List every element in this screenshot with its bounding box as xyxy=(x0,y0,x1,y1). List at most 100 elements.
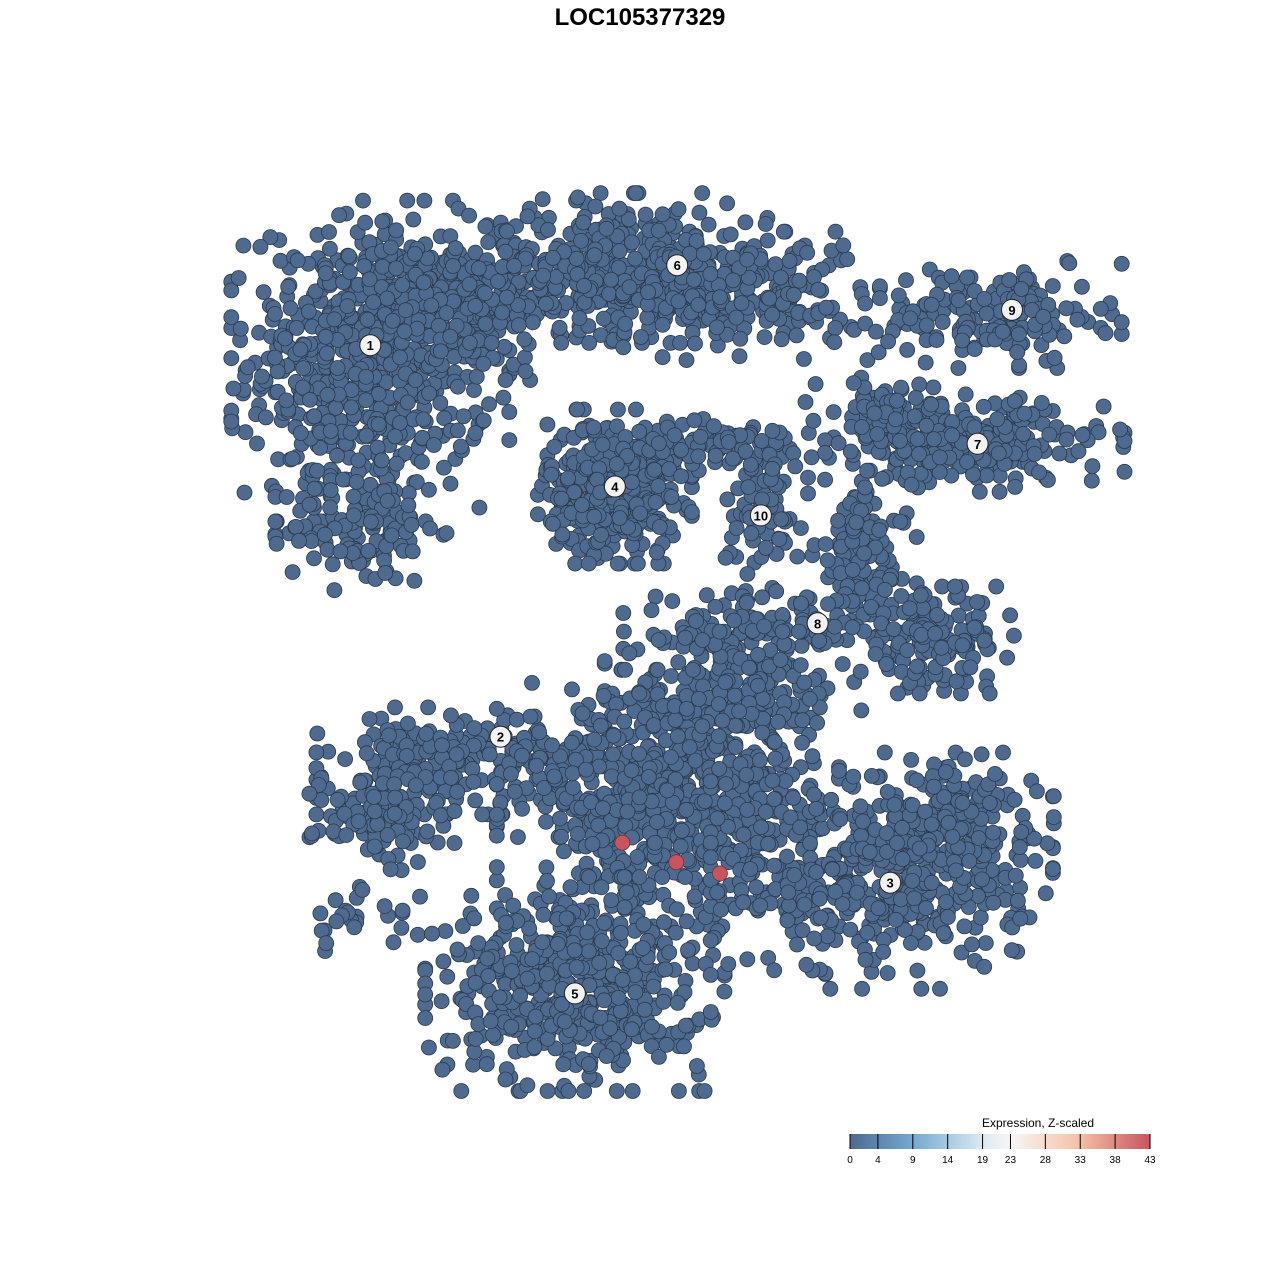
cell-point-cluster-2 xyxy=(467,792,484,809)
cell-point-cluster-7 xyxy=(1041,426,1058,443)
cell-point-cluster-7 xyxy=(817,471,833,488)
cell-point-cluster-9 xyxy=(950,292,967,309)
cell-point-cluster-1 xyxy=(282,300,299,317)
cell-point-cluster-2 xyxy=(386,776,403,793)
cell-point-cluster-8 xyxy=(948,673,965,690)
cell-point-cluster-5 xyxy=(658,1036,675,1053)
cell-point-cluster-5 xyxy=(509,711,525,728)
cell-point-cluster-5 xyxy=(539,873,555,889)
cell-point-cluster-8 xyxy=(999,649,1015,666)
cell-point-cluster-8 xyxy=(874,470,890,487)
cell-point-cluster-8 xyxy=(857,479,873,496)
cell-point-cluster-6 xyxy=(772,269,789,286)
cell-point-cluster-6 xyxy=(603,271,619,288)
cell-point-cluster-1 xyxy=(471,499,488,516)
cell-point-cluster-5 xyxy=(678,913,695,930)
cell-point-cluster-1 xyxy=(373,452,390,469)
cell-point-cluster-5 xyxy=(579,924,596,941)
cell-point-cluster-1 xyxy=(438,305,455,321)
cell-point-cluster-5 xyxy=(612,1003,629,1020)
cell-point-cluster-2 xyxy=(354,882,371,898)
cell-point-cluster-5 xyxy=(631,685,648,702)
cell-point-cluster-8 xyxy=(927,625,943,642)
cell-point-cluster-8 xyxy=(844,562,861,578)
cell-point-cluster-5 xyxy=(804,748,821,765)
cell-point-cluster-6 xyxy=(654,316,671,333)
cell-point-cluster-5 xyxy=(674,822,690,839)
cell-point-cluster-2 xyxy=(434,737,450,754)
cell-point-cluster-6 xyxy=(510,317,527,334)
cell-point-cluster-7 xyxy=(966,419,983,436)
cell-point-cluster-5 xyxy=(556,843,572,860)
cell-point-cluster-7 xyxy=(889,392,905,409)
cell-point-cluster-1 xyxy=(284,564,301,580)
cell-point-cluster-6 xyxy=(739,251,756,268)
cell-point-cluster-7 xyxy=(805,412,822,429)
cell-point-cluster-1 xyxy=(342,424,359,441)
cell-point-cluster-6 xyxy=(654,349,671,366)
cell-point-cluster-4 xyxy=(586,508,603,525)
cell-point-cluster-4 xyxy=(609,555,626,572)
cell-point-cluster-1 xyxy=(340,248,357,265)
cell-point-cluster-9 xyxy=(934,314,951,330)
cell-point-cluster-8 xyxy=(772,652,789,668)
cell-point-cluster-5 xyxy=(524,951,541,967)
cell-point-cluster-1 xyxy=(365,294,382,311)
cell-point-cluster-8 xyxy=(820,596,836,612)
cell-point-cluster-5 xyxy=(439,968,456,985)
cell-point-cluster-5 xyxy=(686,888,703,905)
cell-point-cluster-6 xyxy=(569,189,586,206)
cell-point-cluster-2 xyxy=(449,783,466,800)
cell-point-cluster-8 xyxy=(754,691,771,707)
cell-point-cluster-5 xyxy=(578,761,594,778)
cell-point-cluster-5 xyxy=(564,765,581,782)
cell-point-cluster-5 xyxy=(562,879,579,895)
cell-point-cluster-7 xyxy=(892,432,908,449)
cell-point-cluster-10 xyxy=(690,448,707,465)
cell-point-cluster-8 xyxy=(853,702,870,719)
cell-point-cluster-8 xyxy=(650,632,667,648)
cell-point-cluster-6 xyxy=(827,223,844,240)
cell-point-cluster-7 xyxy=(1074,426,1091,443)
cell-point-cluster-5 xyxy=(453,1083,470,1099)
cell-point-cluster-5 xyxy=(565,779,581,796)
cell-point-cluster-8 xyxy=(647,588,664,605)
cell-point-cluster-5 xyxy=(488,776,505,792)
cell-point-cluster-5 xyxy=(596,992,612,1009)
cell-point-cluster-7 xyxy=(911,446,927,463)
cell-point-cluster-5 xyxy=(584,836,601,852)
cell-point-cluster-10 xyxy=(717,549,734,566)
cell-point-cluster-6 xyxy=(725,272,741,289)
cell-point-cluster-1 xyxy=(343,399,360,416)
cell-point-cluster-5 xyxy=(503,766,519,782)
cell-point-cluster-7 xyxy=(807,376,824,392)
cell-point-cluster-5 xyxy=(480,968,497,984)
cell-point-cluster-6 xyxy=(535,267,552,284)
cell-point-cluster-5 xyxy=(619,803,636,820)
cell-point-cluster-8 xyxy=(885,621,902,637)
cell-point-cluster-5 xyxy=(694,718,711,735)
cell-point-cluster-1 xyxy=(223,350,240,367)
cell-point-cluster-6 xyxy=(598,220,615,237)
cell-point-cluster-6 xyxy=(691,204,708,221)
cell-point-cluster-1 xyxy=(326,311,343,328)
cell-point-cluster-7 xyxy=(1083,472,1100,489)
cell-point-cluster-1 xyxy=(379,492,396,509)
cell-point-cluster-5 xyxy=(616,713,633,730)
cell-point-cluster-7 xyxy=(925,379,942,396)
cell-point-cluster-9 xyxy=(1035,308,1052,325)
cell-point-cluster-8 xyxy=(899,642,916,659)
cell-point-cluster-6 xyxy=(576,277,592,294)
cell-point-cluster-2 xyxy=(420,699,437,716)
cell-point-cluster-2 xyxy=(338,827,355,843)
cell-point-cluster-6 xyxy=(497,243,514,260)
cell-point-cluster-2 xyxy=(393,920,410,936)
cell-point-cluster-5 xyxy=(555,1056,572,1073)
cell-point-cluster-4 xyxy=(585,419,602,436)
cell-point-cluster-5 xyxy=(716,983,733,1000)
cell-point-cluster-5 xyxy=(596,915,613,931)
cell-point-cluster-5 xyxy=(503,963,520,979)
cell-point-cluster-6 xyxy=(490,273,506,290)
cell-point-cluster-2 xyxy=(407,777,424,794)
cell-point-cluster-8 xyxy=(962,659,979,676)
